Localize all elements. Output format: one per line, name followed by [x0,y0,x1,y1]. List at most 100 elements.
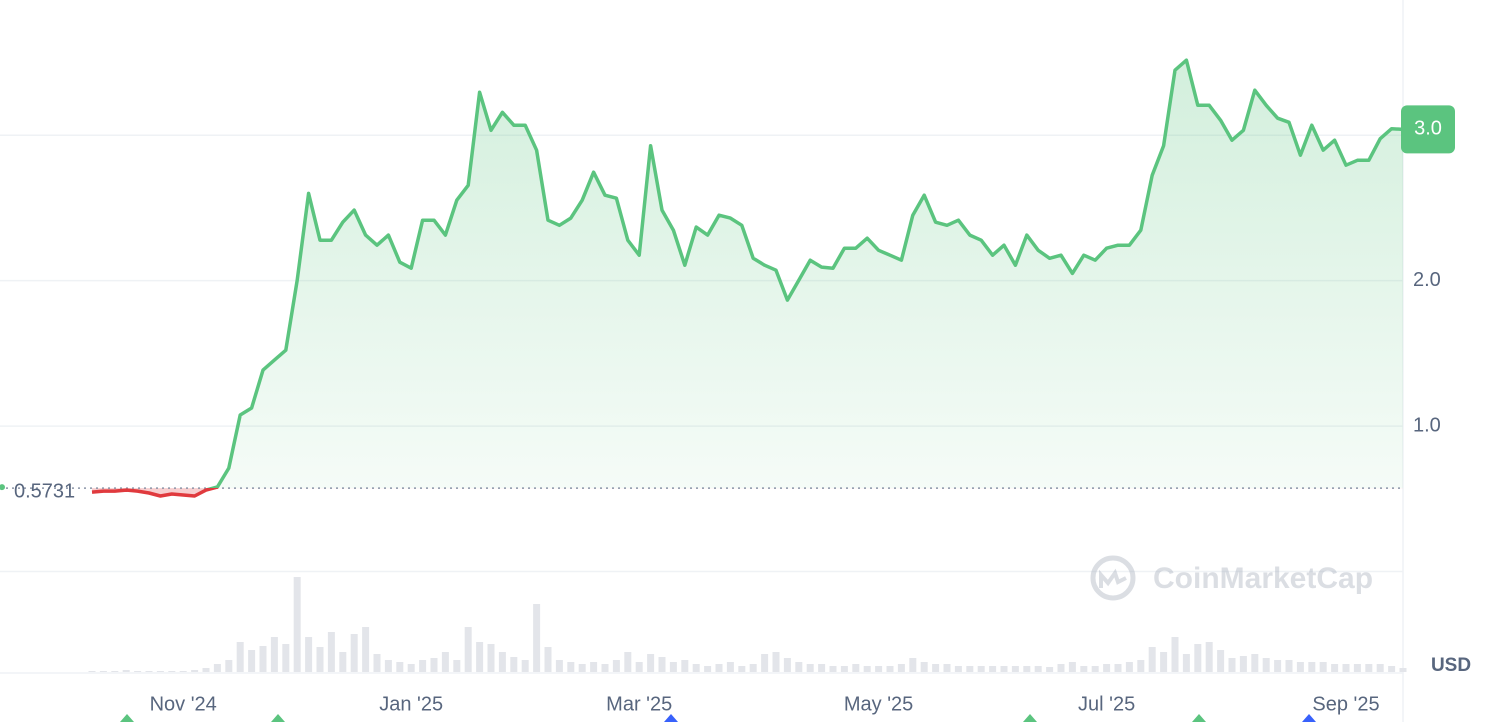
volume-bar [156,671,164,672]
volume-bar [875,666,883,672]
volume-bar [1399,668,1407,672]
baseline-dot [0,484,5,491]
volume-bar [715,664,723,672]
volume-bar [829,666,837,672]
y-tick-label: 1.0 [1413,414,1441,436]
volume-bar [248,650,256,672]
volume-bar [704,666,712,672]
volume-bar [1103,664,1111,672]
volume-bar [1057,664,1065,672]
volume-bar [840,666,848,672]
volume-bar [897,664,905,672]
volume-bar [510,657,518,672]
volume-bar [601,664,609,672]
x-tick-label: Jan '25 [379,693,443,715]
volume-bar [236,642,244,672]
volume-bar [1137,660,1145,672]
volume-bar [259,646,267,672]
volume-bar [783,658,791,672]
baseline-label: 0.5731 [14,480,75,502]
volume-bar [863,666,871,672]
volume-bar [761,654,769,672]
volume-bar [966,666,974,672]
volume-bar [213,664,221,672]
volume-bar [225,660,233,672]
volume-bar [99,671,107,672]
volume-bar [168,671,176,672]
volume-bar [464,627,472,672]
volume-bar [145,671,153,672]
volume-bar [1239,656,1247,672]
volume-bar [692,664,700,672]
volume-bar [384,660,392,672]
price-tag: 3.0 [1414,118,1442,140]
volume-bar [134,671,142,672]
volume-bar [1342,664,1350,672]
volume-bar [1296,662,1304,672]
volume-bar [441,652,449,672]
volume-bar [305,637,313,672]
volume-bar [111,671,119,672]
price-area [92,60,1403,496]
volume-bar [977,666,985,672]
volume-bar [590,662,598,672]
volume-bar [1182,654,1190,672]
volume-bar [726,662,734,672]
x-tick-label: Nov '24 [150,693,217,715]
volume-bar [1205,642,1213,672]
volume-bar [1125,662,1133,672]
volume-bar [396,662,404,672]
volume-bar [407,664,415,672]
volume-bar [88,671,96,672]
volume-bar [202,668,210,672]
volume-bar [476,642,484,672]
volume-bar [624,652,632,672]
volume-bar [795,662,803,672]
volume-bar [647,654,655,672]
x-tick-label: Jul '25 [1078,693,1135,715]
volume-bar [954,666,962,672]
volume-bar [1388,666,1396,672]
volume-bar [555,660,563,672]
volume-bar [1023,666,1031,672]
currency-label: USD [1431,655,1471,676]
volume-bar [1091,666,1099,672]
volume-bar [1319,662,1327,672]
volume-bar [1114,664,1122,672]
volume-bar [1365,664,1373,672]
volume-bar [327,632,335,672]
volume-bar [1228,658,1236,672]
x-tick-label: Mar '25 [606,693,672,715]
watermark: CoinMarketCap [1090,555,1373,601]
volume-bar [1080,666,1088,672]
volume-bar [920,662,928,672]
volume-bar [749,664,757,672]
volume-bar [1274,660,1282,672]
volume-bar [1046,667,1054,672]
volume-bar [498,652,506,672]
x-tick-label: Sep '25 [1312,693,1379,715]
volume-bar [578,664,586,672]
volume-bar [567,662,575,672]
volume-bar [932,664,940,672]
volume-bar [270,637,278,672]
volume-bar [1251,654,1259,672]
volume-bar [544,647,552,672]
volume-bar [430,658,438,672]
volume-bar [1217,650,1225,672]
volume-bar [1285,660,1293,672]
volume-bar [886,666,894,672]
volume-bar [989,666,997,672]
volume-bar [316,647,324,672]
volume-bar [362,627,370,672]
volume-bar [818,664,826,672]
volume-bar [1000,666,1008,672]
y-tick-label: 2.0 [1413,269,1441,291]
volume-bar [852,664,860,672]
volume-bar [521,660,529,672]
volume-bar [1194,644,1202,672]
volume-bar [191,670,199,672]
volume-bar [1308,662,1316,672]
price-line [91,58,1404,498]
